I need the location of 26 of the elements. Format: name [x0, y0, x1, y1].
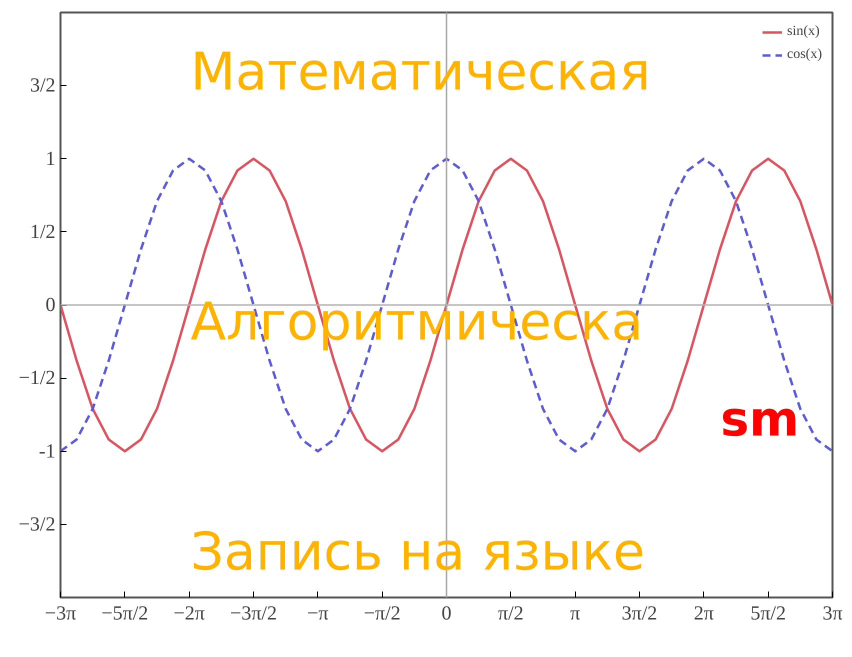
y-tick-label: -1 [38, 440, 56, 462]
x-tick-label: 3π/2 [622, 602, 658, 624]
x-tick-label: −2π [173, 602, 205, 624]
x-tick-label: 5π/2 [750, 602, 786, 624]
x-tick-label: 3π [822, 602, 843, 624]
legend-label: cos(x) [787, 47, 822, 63]
y-tick-label: −1/2 [18, 367, 56, 390]
y-tick-label: −3/2 [18, 513, 56, 536]
x-tick-label: −π/2 [364, 602, 401, 624]
y-tick-label: 1/2 [30, 220, 56, 243]
x-tick-label: −5π/2 [101, 602, 148, 624]
y-tick-label: 1 [46, 148, 56, 170]
y-tick-label: 3/2 [30, 74, 56, 97]
x-tick-label: π [570, 602, 580, 624]
annotation: Запись на языке [190, 522, 646, 582]
x-tick-label: −3π [44, 602, 76, 624]
x-tick-label: 0 [442, 602, 452, 624]
x-tick-label: −3π/2 [230, 602, 277, 624]
annotation: Математическая [190, 42, 651, 102]
y-tick-label: 0 [46, 294, 56, 316]
x-tick-label: π/2 [498, 602, 524, 624]
x-tick-label: −π [307, 602, 329, 624]
annotation: sm [720, 392, 800, 448]
x-tick-label: 2π [694, 602, 714, 624]
line-series [60, 158, 832, 452]
legend-label: sin(x) [787, 24, 820, 40]
